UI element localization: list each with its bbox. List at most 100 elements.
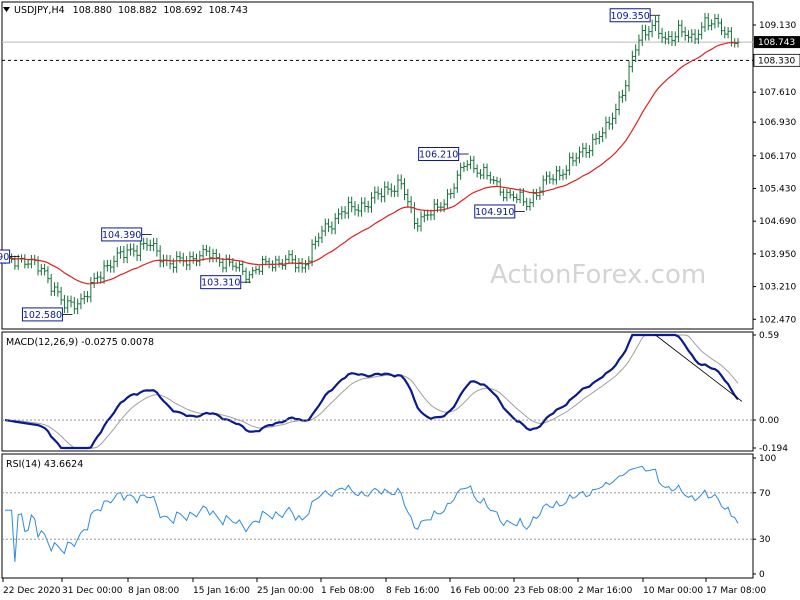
rsi-panel [2, 465, 753, 562]
price-bar [501, 188, 506, 202]
high-value: 108.882 [118, 5, 157, 16]
price-bar [538, 186, 542, 201]
price-bar [488, 171, 492, 184]
price-bar [224, 254, 228, 273]
price-bar [468, 155, 473, 170]
x-tick-label: 31 Dec 00:00 [62, 586, 123, 596]
price-bar [257, 265, 261, 275]
price-bar [518, 188, 522, 204]
price-bar [109, 259, 113, 273]
price-bar [614, 103, 618, 125]
price-bar [366, 200, 370, 213]
price-bar [402, 178, 407, 201]
price-bar [729, 27, 733, 47]
price-bar [571, 152, 575, 167]
price-tick-label: 106.170 [759, 152, 796, 162]
price-bar [359, 197, 364, 217]
price-bar [650, 19, 654, 38]
price-bar [254, 265, 258, 275]
price-bar [449, 188, 453, 199]
rsi-tick-label: 0 [759, 570, 765, 580]
price-bar [85, 290, 90, 303]
price-bar [416, 218, 420, 232]
price-bar [82, 291, 86, 305]
price-bar [320, 225, 324, 244]
x-tick-label: 15 Jan 16:00 [193, 586, 250, 596]
price-bar [241, 260, 245, 276]
price-bar [198, 250, 202, 267]
macd-signal-line [4, 334, 739, 449]
price-bar [49, 273, 53, 296]
price-bar [534, 188, 539, 200]
price-bar [297, 258, 301, 273]
price-bar [452, 183, 456, 199]
level-price-tag-text: 108.330 [758, 56, 795, 66]
price-tick-label: 104.690 [759, 217, 796, 227]
price-bar [125, 244, 129, 264]
price-bar [703, 13, 707, 32]
price-bar [492, 176, 496, 185]
price-bar [267, 257, 271, 269]
price-bar [620, 89, 625, 103]
price-bar [478, 168, 483, 180]
price-bar [128, 243, 133, 256]
annotation-box [609, 8, 651, 23]
price-tick-label: 106.930 [759, 118, 796, 128]
price-tick-label: 102.470 [759, 315, 796, 325]
price-bar [178, 251, 182, 264]
macd-tick-label: -0.194 [759, 444, 788, 454]
price-bar [627, 60, 631, 92]
x-tick-label: 22 Dec 2020 [3, 586, 61, 596]
price-bar [260, 255, 265, 275]
price-bar [686, 30, 691, 43]
annotation-label: 109.350 [609, 8, 661, 23]
axis-labels: 109.130 107.610 106.930 106.170 105.430 104.6… [2, 21, 800, 596]
panel-frame-1 [1, 331, 754, 452]
price-bar [158, 245, 162, 268]
annotation-text: 103.890 [0, 252, 9, 263]
price-bar [634, 44, 638, 63]
price-bar [303, 259, 308, 273]
price-bar [445, 189, 450, 210]
price-bar [531, 189, 535, 207]
price-bar [610, 112, 615, 130]
price-bar [142, 237, 146, 250]
price-bar [673, 31, 677, 46]
annotation-text: 104.390 [102, 230, 141, 241]
price-bar [56, 282, 60, 297]
price-bar [369, 192, 374, 213]
annotation-box [101, 227, 143, 242]
price-bar [72, 296, 76, 315]
price-bar [422, 209, 426, 223]
price-bar [363, 197, 367, 213]
price-bar [208, 246, 212, 263]
price-tick-label: 107.610 [759, 88, 796, 98]
price-bar [227, 254, 232, 267]
price-bar [657, 16, 661, 40]
price-tick-label: 105.430 [759, 184, 796, 194]
macd-panel [2, 333, 753, 450]
price-bar [234, 262, 238, 272]
collapse-triangle-icon[interactable] [3, 7, 10, 12]
price-bar [333, 213, 337, 235]
price-bar [726, 26, 730, 39]
x-tick-label: 2 Mar 16:00 [578, 586, 633, 596]
annotation-text: 102.580 [23, 310, 62, 321]
price-bar [350, 196, 354, 213]
annotation-text: 104.910 [475, 207, 514, 218]
current-price-tag [754, 36, 800, 49]
price-bar [574, 152, 578, 167]
annotation-box [200, 275, 242, 290]
price-bar [102, 260, 106, 284]
price-bar [379, 188, 384, 203]
price-bar [587, 145, 592, 159]
price-bar [175, 251, 179, 273]
x-tick-label: 10 Mar 00:00 [643, 586, 703, 596]
x-tick-label: 25 Jan 00:00 [257, 586, 314, 596]
price-bar [660, 27, 664, 43]
price-bar [544, 171, 549, 185]
price-bar [396, 174, 400, 197]
price-bar [386, 181, 390, 195]
price-bar [69, 295, 73, 308]
annotation-box [474, 204, 516, 219]
